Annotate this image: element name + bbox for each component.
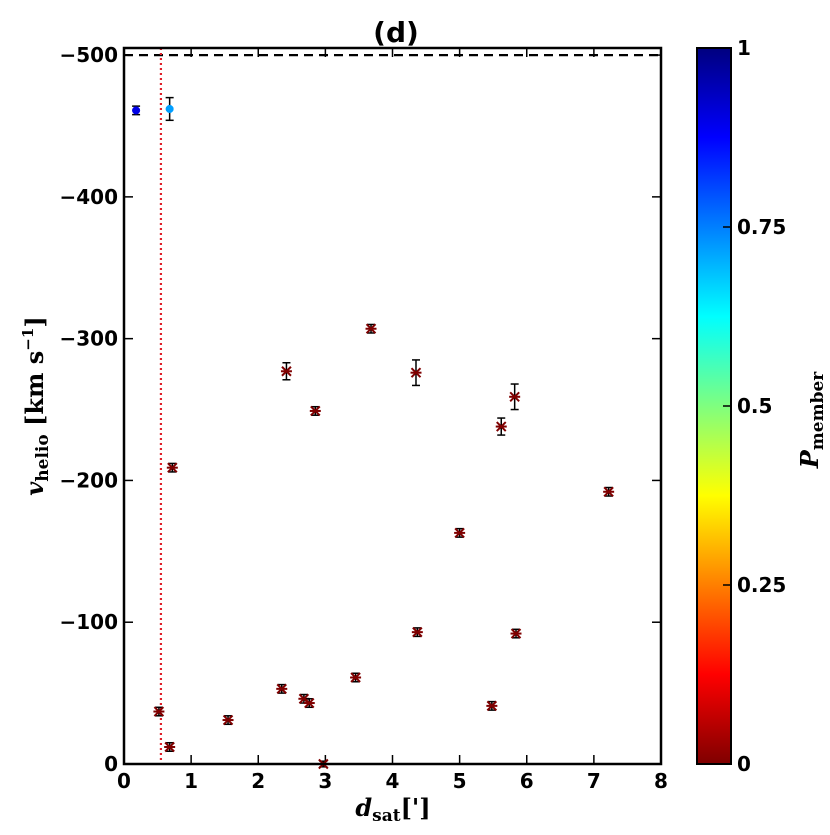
data-point	[164, 741, 176, 753]
x-tick-label: 1	[184, 769, 198, 793]
x-tick-label: 4	[386, 769, 400, 793]
colorbar-tick-label: 0.25	[737, 573, 786, 597]
data-point	[486, 700, 498, 712]
axis-ticks: 0 1 2 3 4 5 6 7 8 0 −100 −200 −300 −400 −500	[59, 43, 667, 793]
data-point	[365, 323, 377, 334]
data-point	[309, 405, 321, 417]
colorbar-label: Pmember	[795, 371, 828, 470]
data-point	[276, 683, 288, 695]
data-point	[222, 714, 234, 726]
member-marker	[132, 106, 141, 115]
data-point	[603, 486, 615, 497]
x-tick-label: 8	[654, 769, 668, 793]
y-tick-label: −100	[59, 610, 118, 634]
data-point	[350, 672, 362, 683]
x-tick-label: 0	[117, 769, 131, 793]
x-tick-label: 2	[251, 769, 265, 793]
chart-title: (d)	[373, 16, 419, 49]
colorbar-tick-label: 0.5	[737, 394, 772, 418]
x-tick-label: 3	[318, 769, 332, 793]
data-point	[495, 417, 507, 436]
data-point	[454, 527, 466, 539]
y-tick-label: −500	[59, 43, 118, 67]
data-point	[509, 383, 521, 411]
colorbar-tick-label: 0	[737, 752, 751, 776]
data-point	[411, 626, 423, 638]
data-point	[410, 359, 422, 387]
colorbar-ticks: 0 0.25 0.5 0.75 1	[723, 36, 786, 776]
x-tick-label: 5	[453, 769, 467, 793]
data-point	[165, 96, 174, 122]
data-point	[280, 362, 292, 381]
y-tick-label: −300	[59, 327, 118, 351]
data-point	[303, 697, 315, 709]
member-marker	[165, 104, 174, 114]
x-tick-label: 7	[587, 769, 601, 793]
y-tick-label: 0	[104, 752, 118, 776]
data-point	[166, 462, 178, 473]
data-points	[132, 96, 615, 770]
y-tick-label: −200	[59, 468, 118, 492]
y-tick-label: −400	[59, 185, 118, 209]
colorbar-tick-label: 0.75	[737, 215, 786, 239]
x-axis-label: dsat[']	[355, 793, 430, 826]
data-point	[132, 105, 141, 116]
data-point	[510, 628, 522, 639]
colorbar-tick-label: 1	[737, 36, 751, 60]
data-point	[153, 706, 165, 717]
reference-lines	[124, 48, 661, 764]
x-tick-label: 6	[520, 769, 534, 793]
plot-frame	[122, 46, 663, 766]
y-axis-label: vhelio [km s−1]	[19, 316, 53, 495]
